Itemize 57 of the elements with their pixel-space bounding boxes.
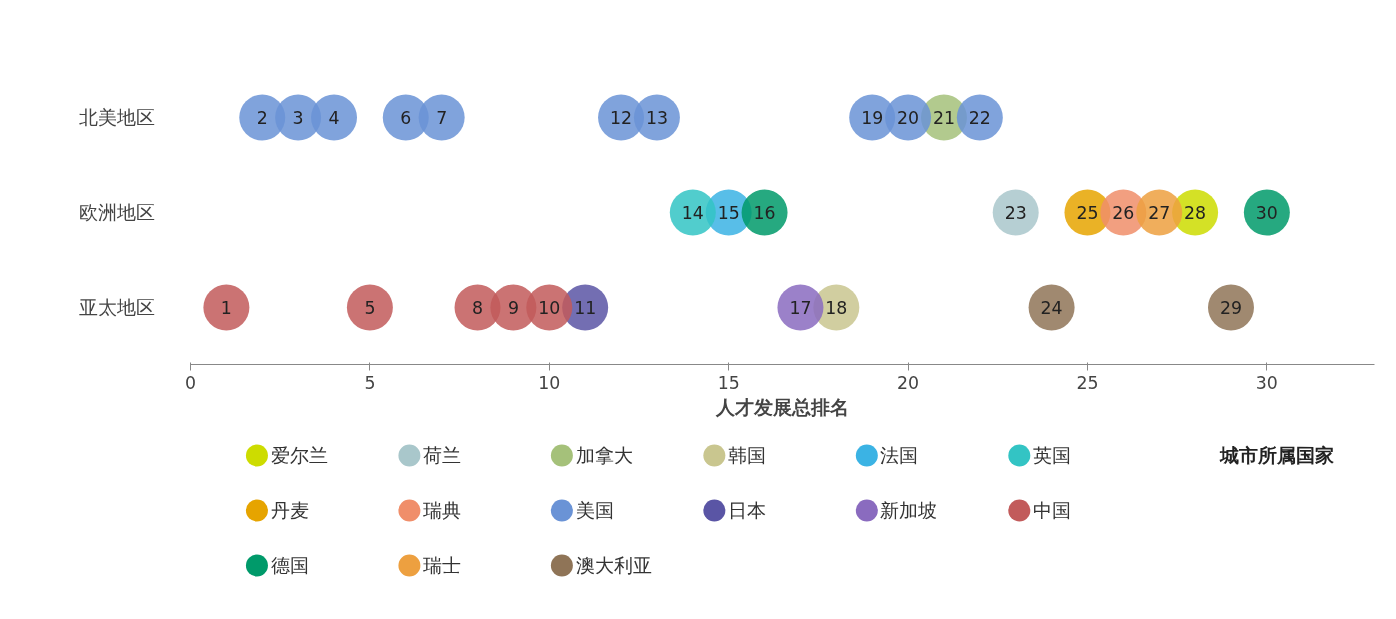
legend-title: 城市所属国家 [1219, 445, 1335, 466]
data-label: 14 [681, 203, 704, 223]
legend-label: 瑞士 [423, 555, 462, 576]
data-label: 17 [789, 298, 812, 318]
legend-label: 瑞典 [423, 500, 462, 521]
legend-label: 中国 [1032, 500, 1071, 521]
x-axis-title: 人才发展总排名 [715, 396, 849, 418]
x-tick-label: 5 [364, 372, 376, 393]
x-tick-label: 15 [717, 372, 740, 393]
data-label: 10 [538, 298, 561, 318]
legend-label: 新加坡 [880, 500, 938, 521]
data-label: 18 [825, 298, 848, 318]
data-label: 26 [1112, 203, 1135, 223]
data-label: 20 [897, 108, 920, 128]
data-label: 8 [472, 298, 484, 318]
x-tick-label: 25 [1076, 372, 1099, 393]
data-label: 23 [1004, 203, 1027, 223]
data-label: 2 [256, 108, 268, 128]
legend-label: 日本 [727, 500, 766, 521]
data-label: 24 [1040, 298, 1063, 318]
y-tick-label: 亚太地区 [78, 297, 155, 318]
data-label: 5 [364, 298, 376, 318]
legend-label: 韩国 [727, 445, 766, 466]
data-label: 22 [968, 108, 991, 128]
data-label: 15 [717, 203, 740, 223]
legend-label: 丹麦 [270, 500, 309, 521]
legend-label: 爱尔兰 [270, 445, 328, 466]
x-tick-label: 30 [1255, 372, 1278, 393]
legend-label: 英国 [1032, 445, 1071, 466]
legend-label: 澳大利亚 [575, 555, 652, 576]
data-label: 1 [220, 298, 232, 318]
data-label: 30 [1255, 203, 1278, 223]
data-label: 4 [328, 108, 340, 128]
legend-label: 荷兰 [423, 445, 462, 466]
data-label: 9 [507, 298, 519, 318]
data-label: 13 [645, 108, 668, 128]
x-tick-label: 20 [897, 372, 920, 393]
data-label: 12 [610, 108, 633, 128]
data-label: 7 [436, 108, 448, 128]
y-tick-label: 北美地区 [78, 107, 155, 128]
data-label: 25 [1076, 203, 1099, 223]
data-label: 6 [400, 108, 412, 128]
legend-label: 美国 [575, 500, 614, 521]
legend-label: 加拿大 [575, 445, 633, 466]
data-label: 3 [292, 108, 304, 128]
data-label: 19 [861, 108, 884, 128]
x-tick-label: 10 [538, 372, 561, 393]
data-label: 16 [753, 203, 776, 223]
legend-label: 法国 [880, 445, 919, 466]
data-label: 28 [1184, 203, 1207, 223]
y-tick-label: 欧洲地区 [78, 202, 155, 223]
data-label: 11 [574, 298, 597, 318]
data-label: 27 [1148, 203, 1171, 223]
data-label: 21 [932, 108, 955, 128]
x-tick-label: 0 [184, 372, 197, 393]
legend-label: 德国 [270, 555, 309, 576]
data-label: 29 [1219, 298, 1243, 318]
